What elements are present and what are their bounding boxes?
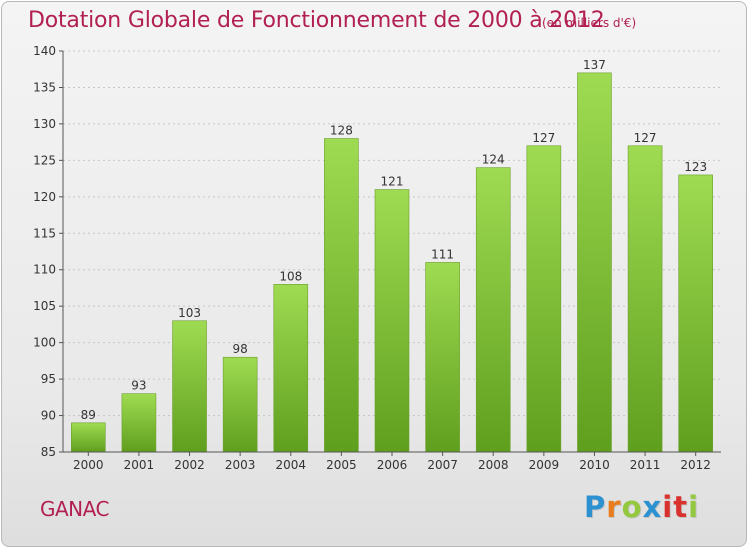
data-label-2007: 111 <box>431 247 454 261</box>
data-label-2000: 89 <box>81 408 96 422</box>
x-tick-label-2008: 2008 <box>478 458 509 472</box>
x-tick-label-2012: 2012 <box>680 458 711 472</box>
data-label-2001: 93 <box>131 379 146 393</box>
data-label-2010: 137 <box>583 58 606 72</box>
bar-2007 <box>425 262 460 453</box>
x-tick-label-2003: 2003 <box>225 458 256 472</box>
logo-letter: o <box>621 490 643 524</box>
y-tick-label: 90 <box>41 409 56 423</box>
data-label-2004: 108 <box>279 269 302 283</box>
x-tick-label-2002: 2002 <box>174 458 205 472</box>
bar-2002 <box>172 320 207 453</box>
x-tick-label-2007: 2007 <box>427 458 458 472</box>
logo-letter: i <box>688 490 700 524</box>
y-tick-label: 115 <box>33 226 56 240</box>
x-tick-label-2011: 2011 <box>630 458 661 472</box>
axes: 85 90 95 100 105 110 115 120 125 130 135 140 2000 200… <box>33 44 721 472</box>
bar-2009 <box>526 145 562 453</box>
proxiti-logo: Proxiti <box>584 490 699 524</box>
y-tick-label: 130 <box>33 117 56 131</box>
data-label-2012: 123 <box>684 160 707 174</box>
data-label-2011: 127 <box>634 131 657 145</box>
logo-letter: i <box>662 490 674 524</box>
data-label-2003: 98 <box>233 342 248 356</box>
x-tick-label-2000: 2000 <box>73 458 104 472</box>
bar-2006 <box>374 189 410 453</box>
x-tick-label-2005: 2005 <box>326 458 357 472</box>
y-tick-label: 135 <box>33 80 56 94</box>
x-tick-label-2004: 2004 <box>275 458 306 472</box>
x-tick-label-2006: 2006 <box>377 458 408 472</box>
y-tick-label: 140 <box>33 44 56 58</box>
bar-2010 <box>577 72 612 453</box>
y-tick-label: 120 <box>33 190 56 204</box>
bar-2012 <box>678 174 713 453</box>
chart-subtitle: (en milliers d'€) <box>542 16 637 30</box>
logo-letter: t <box>673 490 689 524</box>
bars <box>71 72 713 453</box>
y-tick-label: 110 <box>33 263 56 277</box>
logo-letter: P <box>584 490 607 524</box>
bar-2003 <box>222 356 258 453</box>
chart-title: Dotation Globale de Fonctionnement de 20… <box>28 8 605 33</box>
x-tick-label-2009: 2009 <box>529 458 560 472</box>
y-tick-label: 125 <box>33 153 56 167</box>
data-label-2005: 128 <box>330 123 353 137</box>
bar-2005 <box>324 138 359 453</box>
bar-2000 <box>71 422 106 453</box>
x-tick-label-2001: 2001 <box>124 458 155 472</box>
x-tick-label-2010: 2010 <box>579 458 610 472</box>
data-label-2002: 103 <box>178 306 201 320</box>
data-label-2008: 124 <box>482 153 505 167</box>
place-name: GANAC <box>40 497 109 521</box>
data-label-2009: 127 <box>532 131 555 145</box>
y-tick-label: 85 <box>41 445 56 459</box>
bar-2011 <box>627 145 663 453</box>
bar-2004 <box>273 284 309 453</box>
bar-2008 <box>475 167 511 453</box>
logo-letter: x <box>642 490 663 524</box>
data-labels: 89 93 103 98 108 128 121 111 124 127 137 127 123 <box>81 58 707 422</box>
bar-2001 <box>121 393 157 453</box>
data-label-2006: 121 <box>381 175 404 189</box>
y-tick-label: 105 <box>33 299 56 313</box>
logo-letter: r <box>606 490 622 524</box>
y-tick-label: 95 <box>41 372 56 386</box>
y-tick-label: 100 <box>33 336 56 350</box>
